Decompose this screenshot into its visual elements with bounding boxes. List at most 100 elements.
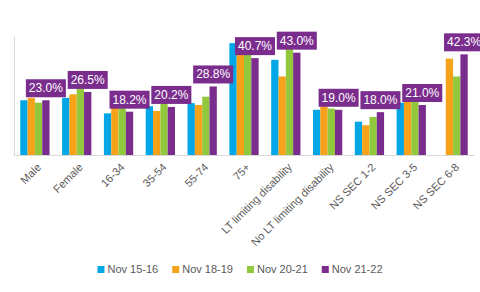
data-label-box: [277, 32, 317, 50]
bars: [20, 43, 467, 155]
data-label-box: [68, 71, 108, 89]
x-tick-label: 55-74: [182, 161, 210, 189]
bar: [195, 105, 202, 155]
bar: [377, 112, 384, 155]
x-tick: LT limiting disability: [219, 155, 295, 236]
data-label-box: [360, 91, 400, 109]
data-label: 18.0%: [363, 93, 397, 107]
data-label-box: [235, 37, 275, 55]
data-labels: 23.0% 26.5% 18.2% 20.2% 28.8% 40.7% 43.0% 19.0%…: [26, 32, 480, 110]
x-tick-label: 35-54: [140, 161, 168, 189]
x-tick-label: LT limiting disability: [219, 160, 295, 236]
bar: [271, 60, 278, 155]
x-tick: Male: [18, 155, 43, 186]
data-label-box: [402, 84, 442, 102]
legend-item: Nov 20-21: [247, 263, 308, 275]
legend-swatch: [97, 266, 104, 273]
legend-label: Nov 15-16: [107, 263, 158, 275]
legend: Nov 15-16 Nov 18-19 Nov 20-21 Nov 21-22: [97, 263, 382, 275]
legend-label: Nov 21-22: [332, 263, 383, 275]
bar: [369, 117, 376, 155]
bar: [404, 98, 411, 155]
bar: [153, 111, 160, 155]
x-tick-label: Male: [18, 161, 43, 186]
bar: [355, 122, 362, 155]
data-label-box: [26, 79, 66, 97]
bar: [210, 86, 217, 155]
data-label: 18.2%: [113, 93, 147, 107]
bar: [286, 49, 293, 155]
x-tick: 75+: [231, 155, 253, 182]
x-tick: 16-34: [98, 155, 126, 189]
legend-label: Nov 20-21: [257, 263, 308, 275]
data-label-box: [193, 65, 233, 83]
bar: [419, 105, 426, 155]
data-label: 23.0%: [29, 81, 63, 95]
chart: Male Female 16-34 35-54 55-74 75+LT limiting …: [0, 0, 480, 292]
x-axis: Male Female 16-34 35-54 55-74 75+LT limiting …: [15, 155, 475, 248]
bar: [84, 92, 91, 155]
legend-item: Nov 21-22: [322, 263, 383, 275]
bar: [111, 103, 118, 155]
x-tick-label: Female: [51, 161, 85, 195]
bar: [279, 76, 286, 155]
x-tick-label: No LT limiting disability: [249, 160, 337, 248]
bar: [328, 109, 335, 155]
bar: [411, 97, 418, 155]
bar: [237, 54, 244, 155]
bar: [188, 103, 195, 155]
bar: [126, 112, 133, 155]
legend-swatch: [322, 266, 329, 273]
bar: [160, 98, 167, 155]
bar: [69, 94, 76, 155]
bar: [202, 97, 209, 155]
data-label-box: [151, 86, 191, 104]
data-label-box: [444, 33, 480, 51]
legend-item: Nov 18-19: [172, 263, 233, 275]
data-label: 43.0%: [280, 34, 314, 48]
x-tick: Female: [51, 155, 85, 195]
bar: [104, 113, 111, 155]
x-tick-label: 16-34: [98, 161, 126, 189]
legend-swatch: [172, 266, 179, 273]
bar: [244, 47, 251, 155]
bar: [362, 125, 369, 155]
x-tick: NS SEC 6-8: [410, 155, 461, 212]
data-label: 42.3%: [447, 35, 480, 49]
data-label: 40.7%: [238, 39, 272, 53]
x-tick: 35-54: [140, 155, 168, 189]
bar: [168, 107, 175, 155]
bar: [146, 106, 153, 155]
bar: [251, 58, 258, 155]
x-axis-line: [15, 155, 475, 156]
bar: [28, 98, 35, 155]
bar: [460, 54, 467, 155]
x-tick: 55-74: [182, 155, 210, 189]
data-label: 19.0%: [322, 91, 356, 105]
legend-item: Nov 15-16: [97, 263, 158, 275]
x-tick-label: 75+: [231, 161, 253, 183]
data-label-box: [110, 91, 150, 109]
bar: [20, 100, 27, 155]
data-label: 21.0%: [405, 86, 439, 100]
data-label: 26.5%: [71, 73, 105, 87]
bar: [320, 106, 327, 155]
x-tick: No LT limiting disability: [249, 155, 337, 248]
x-tick-label: NS SEC 6-8: [410, 161, 461, 212]
bar: [35, 103, 42, 155]
bar: [313, 110, 320, 155]
y-axis-line: [14, 37, 15, 156]
data-label-box: [319, 89, 359, 107]
y-axis: [14, 37, 15, 156]
bar: [229, 43, 236, 155]
bar: [446, 59, 453, 155]
bar: [62, 98, 69, 155]
bar: [77, 88, 84, 155]
bar: [42, 100, 49, 155]
legend-label: Nov 18-19: [182, 263, 233, 275]
data-label: 20.2%: [154, 88, 188, 102]
bar: [453, 76, 460, 155]
bar: [397, 103, 404, 155]
data-label: 28.8%: [196, 67, 230, 81]
legend-swatch: [247, 266, 254, 273]
